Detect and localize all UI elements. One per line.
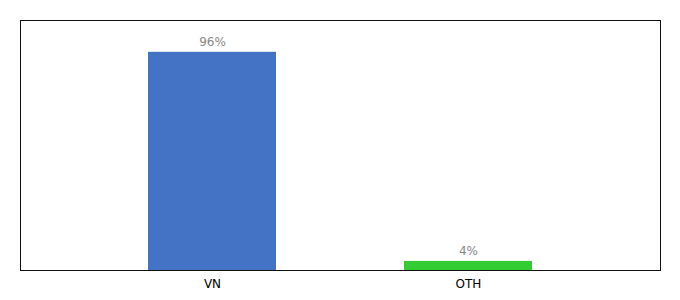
svg-text:VN: VN [204,277,221,291]
svg-text:4%: 4% [459,244,478,258]
svg-text:OTH: OTH [456,277,482,291]
svg-text:96%: 96% [199,35,226,49]
